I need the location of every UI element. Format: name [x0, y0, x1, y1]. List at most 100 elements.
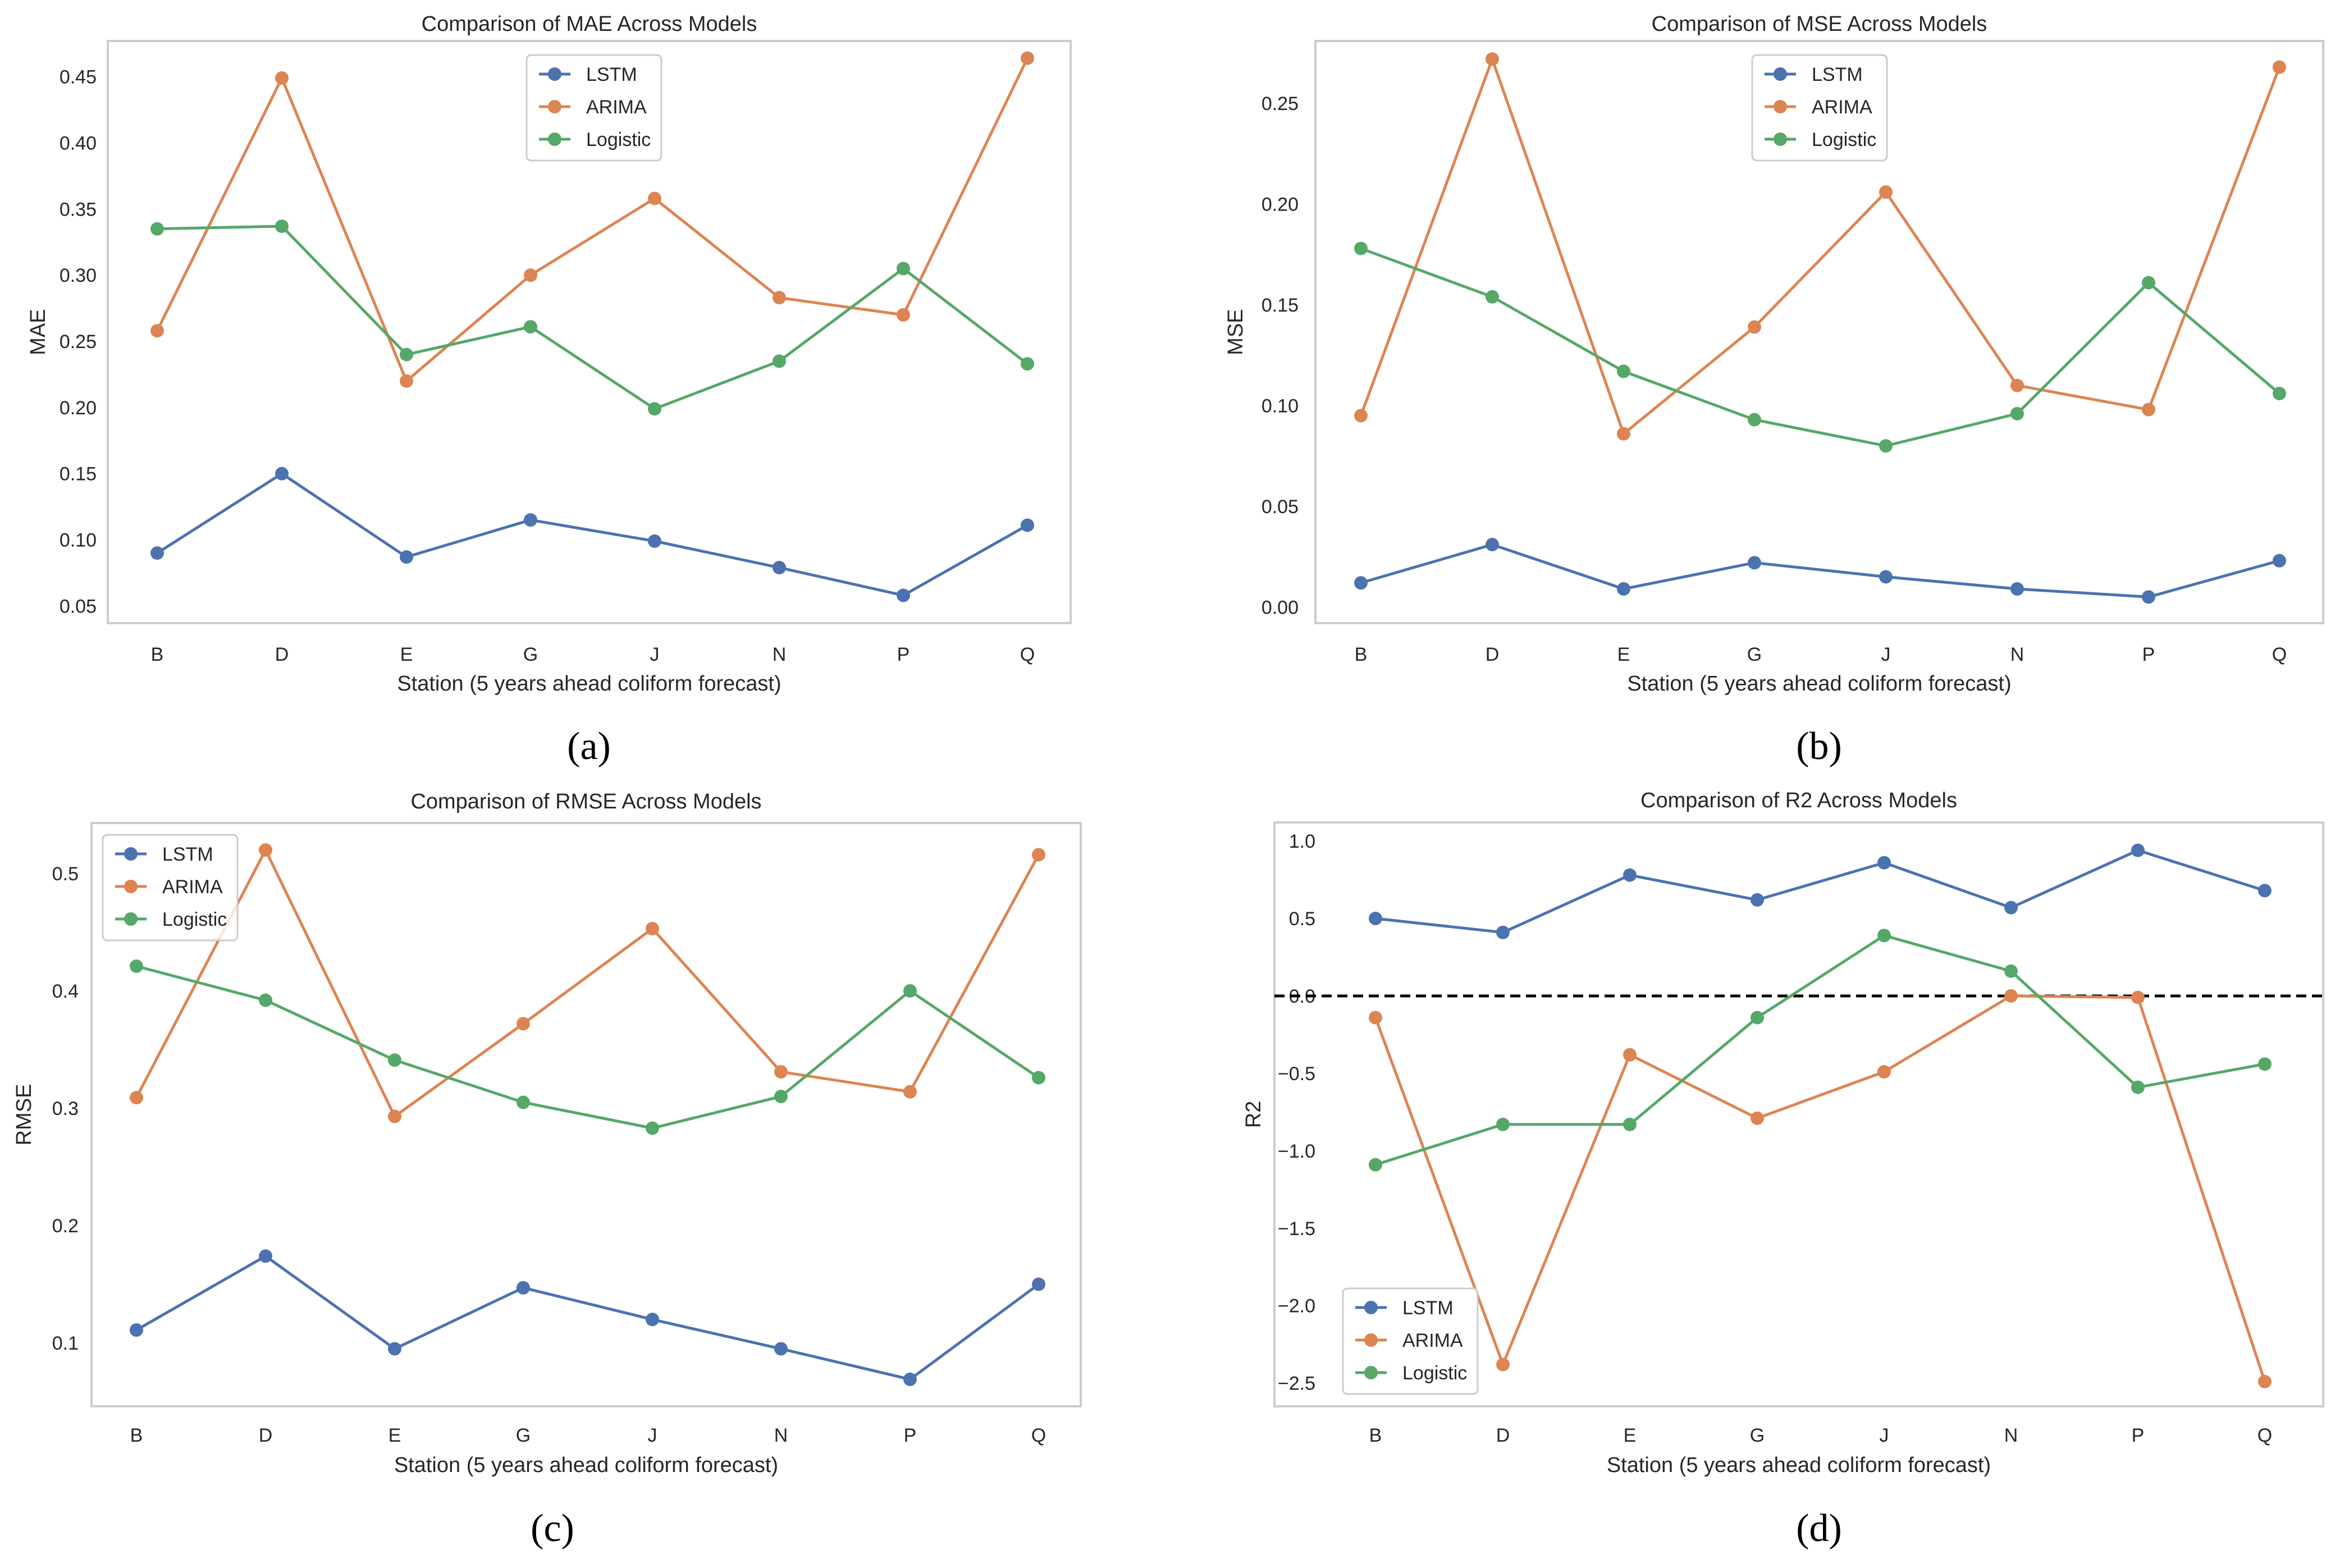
- x-tick-label: J: [650, 644, 660, 665]
- x-tick-label: E: [400, 644, 413, 665]
- y-tick-label: 0.20: [60, 397, 97, 419]
- x-tick-label: B: [151, 644, 164, 665]
- chart-title: Comparison of MAE Across Models: [422, 12, 757, 36]
- data-point-logistic: [388, 1053, 401, 1067]
- data-point-lstm: [1751, 893, 1764, 907]
- data-point-lstm: [1617, 582, 1630, 596]
- legend-label-arima: ARIMA: [1402, 1330, 1463, 1351]
- y-tick-label: 0.10: [60, 530, 97, 551]
- series-line-arima: [1374, 994, 2266, 1382]
- legend-marker-logistic: [1364, 1366, 1378, 1379]
- y-tick-label: 0.1: [52, 1333, 79, 1354]
- data-point-lstm: [1879, 570, 1893, 584]
- data-point-lstm: [774, 1342, 788, 1356]
- data-point-arima: [259, 843, 272, 857]
- legend-box: [102, 834, 239, 941]
- series-line-logistic: [1375, 934, 2265, 1167]
- legend: LSTM ARIMA Logistic: [1342, 1287, 1479, 1395]
- x-tick-label: B: [1369, 1425, 1382, 1446]
- data-point-logistic: [1496, 1117, 1510, 1131]
- data-point-lstm: [773, 561, 786, 575]
- data-point-arima: [2258, 1374, 2272, 1388]
- data-point-logistic: [774, 1090, 788, 1104]
- x-tick-label: Q: [1020, 644, 1035, 665]
- y-tick-label: 0.25: [1262, 93, 1299, 115]
- data-point-logistic: [130, 959, 143, 973]
- x-tick-label: Q: [1031, 1425, 1046, 1446]
- legend: LSTM ARIMA Logistic: [1751, 54, 1888, 162]
- x-tick-label: P: [897, 644, 910, 665]
- data-point-arima: [2010, 378, 2024, 392]
- x-axis-title: Station (5 years ahead coliform forecast…: [397, 672, 781, 696]
- data-point-lstm: [388, 1342, 401, 1356]
- y-tick-label: −2.5: [1278, 1373, 1315, 1395]
- legend-label-logistic: Logistic: [1812, 129, 1876, 150]
- x-tick-label: G: [1747, 644, 1762, 665]
- chart-panel-1: Comparison of MAE Across Models 0.05 0.10 0…: [26, 12, 1072, 768]
- y-tick-label: 0.30: [60, 265, 97, 286]
- y-tick-label: 0.3: [52, 1098, 79, 1119]
- data-point-lstm: [2142, 590, 2155, 604]
- y-axis-title: R2: [1242, 1101, 1265, 1128]
- x-tick-label: D: [1496, 1425, 1510, 1446]
- data-point-lstm: [275, 467, 289, 481]
- data-point-lstm: [1623, 868, 1637, 882]
- data-point-lstm: [1369, 912, 1382, 926]
- legend-marker-lstm: [124, 847, 138, 861]
- data-point-arima: [275, 71, 289, 85]
- data-point-arima: [1879, 185, 1893, 199]
- panel-label: (d): [1796, 1507, 1842, 1550]
- chart-panel-3: Comparison of RMSE Across Models 0.1 0.2 0.…: [12, 790, 1082, 1550]
- x-tick-label: E: [1617, 644, 1630, 665]
- data-point-arima: [1877, 1065, 1891, 1079]
- y-tick-label: 0.15: [60, 464, 97, 485]
- chart-title: Comparison of R2 Across Models: [1640, 789, 1957, 812]
- chart-panel-4: Comparison of R2 Across Models1.00.50.0−…: [1242, 789, 2324, 1550]
- y-tick-label: 0.00: [1262, 597, 1299, 618]
- data-point-logistic: [275, 219, 289, 233]
- data-point-logistic: [2010, 406, 2024, 420]
- x-axis-title: Station (5 years ahead coliform forecast…: [1607, 1453, 1991, 1477]
- y-tick-label: −2.0: [1278, 1296, 1315, 1317]
- x-tick-label: N: [774, 1425, 788, 1446]
- data-point-arima: [1623, 1048, 1637, 1062]
- legend-label-arima: ARIMA: [1812, 97, 1872, 118]
- x-tick-label: Q: [2257, 1425, 2272, 1446]
- data-point-logistic: [2004, 964, 2018, 978]
- data-point-lstm: [130, 1323, 143, 1337]
- data-point-logistic: [1486, 290, 1499, 304]
- x-tick-label: E: [389, 1425, 401, 1446]
- data-point-arima: [773, 291, 786, 305]
- data-point-logistic: [1623, 1117, 1637, 1131]
- data-point-logistic: [1879, 439, 1893, 453]
- y-tick-label: 0.40: [60, 132, 97, 154]
- x-tick-label: G: [516, 1425, 531, 1446]
- data-point-logistic: [773, 354, 786, 368]
- data-point-lstm: [2004, 900, 2018, 915]
- series-line-arima: [156, 57, 1029, 383]
- data-point-logistic: [1021, 357, 1034, 371]
- x-tick-label: B: [1355, 644, 1368, 665]
- plot-frame: [107, 40, 1072, 624]
- data-point-logistic: [1877, 929, 1891, 943]
- data-point-logistic: [400, 348, 413, 362]
- data-point-logistic: [150, 222, 164, 236]
- data-point-arima: [1354, 409, 1368, 423]
- data-point-arima: [2004, 989, 2018, 1003]
- plot-frame: [1314, 40, 2324, 624]
- data-point-arima: [903, 1085, 917, 1099]
- legend-marker-lstm: [1774, 67, 1787, 81]
- x-tick-label: N: [2004, 1425, 2018, 1446]
- y-axis-title: RMSE: [12, 1084, 36, 1146]
- panel-label: (b): [1796, 725, 1842, 768]
- legend-label-logistic: Logistic: [1402, 1363, 1467, 1384]
- legend-label-lstm: LSTM: [586, 64, 637, 85]
- data-point-lstm: [1021, 518, 1034, 532]
- data-point-lstm: [524, 513, 537, 527]
- data-point-lstm: [517, 1281, 530, 1295]
- data-point-arima: [388, 1109, 401, 1123]
- legend-marker-lstm: [548, 67, 561, 81]
- legend-marker-arima: [1364, 1333, 1378, 1347]
- data-point-arima: [1369, 1011, 1382, 1025]
- x-tick-label: J: [648, 1425, 657, 1446]
